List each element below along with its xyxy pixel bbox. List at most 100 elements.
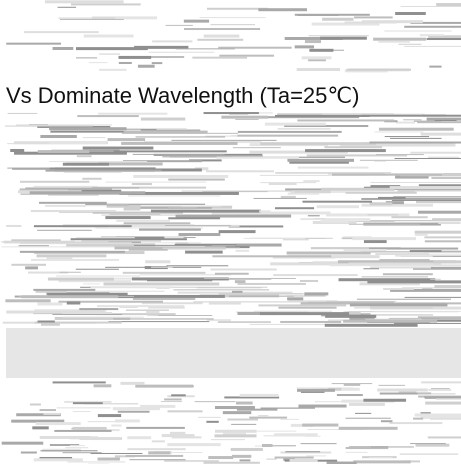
streak (197, 287, 262, 288)
streak (53, 381, 106, 383)
streak (369, 142, 461, 144)
streak (99, 54, 120, 55)
streak (39, 202, 107, 204)
streak (295, 14, 370, 16)
streak (218, 47, 291, 49)
streak (43, 413, 60, 415)
streak (136, 136, 226, 137)
streak (231, 448, 263, 451)
streak (424, 396, 461, 398)
streak (401, 6, 461, 7)
streak (361, 115, 461, 117)
streak (353, 460, 410, 463)
streak (240, 394, 279, 397)
streak (149, 52, 215, 53)
streak (370, 202, 393, 205)
streak (30, 403, 41, 405)
streak (34, 225, 132, 227)
streak (118, 295, 225, 298)
streak (167, 443, 220, 446)
streak (305, 149, 386, 152)
streak (176, 215, 292, 218)
streak (378, 41, 410, 42)
streak (36, 422, 81, 425)
streak (166, 265, 228, 266)
streak (415, 231, 461, 234)
streak (294, 191, 414, 192)
streak (182, 191, 292, 192)
streak (132, 183, 152, 185)
streak (371, 446, 414, 447)
streak (98, 414, 121, 417)
streak (135, 385, 193, 388)
streak (258, 304, 346, 306)
streak (171, 394, 186, 396)
streak (378, 197, 406, 199)
streak (91, 453, 143, 454)
streak (2, 442, 44, 445)
streak (235, 119, 258, 120)
streak (290, 459, 318, 462)
streak (128, 195, 220, 196)
streak (339, 427, 398, 430)
streak (127, 448, 185, 450)
streak (368, 214, 398, 215)
streak (300, 219, 370, 220)
streak (204, 35, 240, 38)
streak (58, 18, 115, 19)
streak (151, 210, 261, 213)
streak (184, 237, 196, 238)
streak (184, 28, 260, 30)
streak (280, 419, 298, 420)
streak (53, 47, 74, 50)
streak (11, 264, 46, 266)
streak (42, 449, 81, 452)
streak (416, 444, 450, 447)
streak (364, 240, 387, 243)
streak (65, 447, 88, 448)
streak (302, 56, 332, 59)
streak (111, 425, 121, 427)
streak (98, 113, 167, 115)
streak (297, 389, 335, 392)
streak (6, 311, 104, 314)
streak (379, 128, 454, 131)
streak (161, 401, 182, 402)
streak (325, 315, 376, 318)
streak (305, 436, 321, 437)
streak (24, 31, 99, 33)
streak (297, 68, 340, 71)
streak (418, 316, 461, 318)
streak (305, 40, 321, 43)
streak (107, 204, 129, 206)
streak (261, 408, 315, 409)
streak (301, 443, 337, 444)
streak (375, 131, 424, 132)
streak (83, 137, 105, 138)
streak (363, 399, 406, 402)
streak (236, 402, 253, 405)
streak (173, 289, 269, 290)
streak (321, 220, 349, 223)
streak (381, 420, 393, 422)
streak (147, 315, 158, 316)
streak (127, 436, 151, 439)
streak (5, 299, 50, 302)
streak (148, 451, 170, 454)
streak (415, 234, 428, 236)
streak (103, 282, 219, 285)
caption: Vs Dominate Wavelength (Ta=25℃) (6, 83, 359, 108)
streak (76, 47, 148, 50)
streak (435, 120, 457, 121)
streak (275, 172, 391, 173)
streak (227, 419, 258, 421)
streak (254, 198, 307, 199)
streak (238, 283, 306, 285)
streak (152, 440, 165, 442)
streak (395, 158, 461, 159)
streak (37, 230, 92, 231)
streak (19, 245, 49, 246)
streak (164, 460, 219, 461)
streak (97, 458, 119, 461)
streak (278, 307, 336, 309)
